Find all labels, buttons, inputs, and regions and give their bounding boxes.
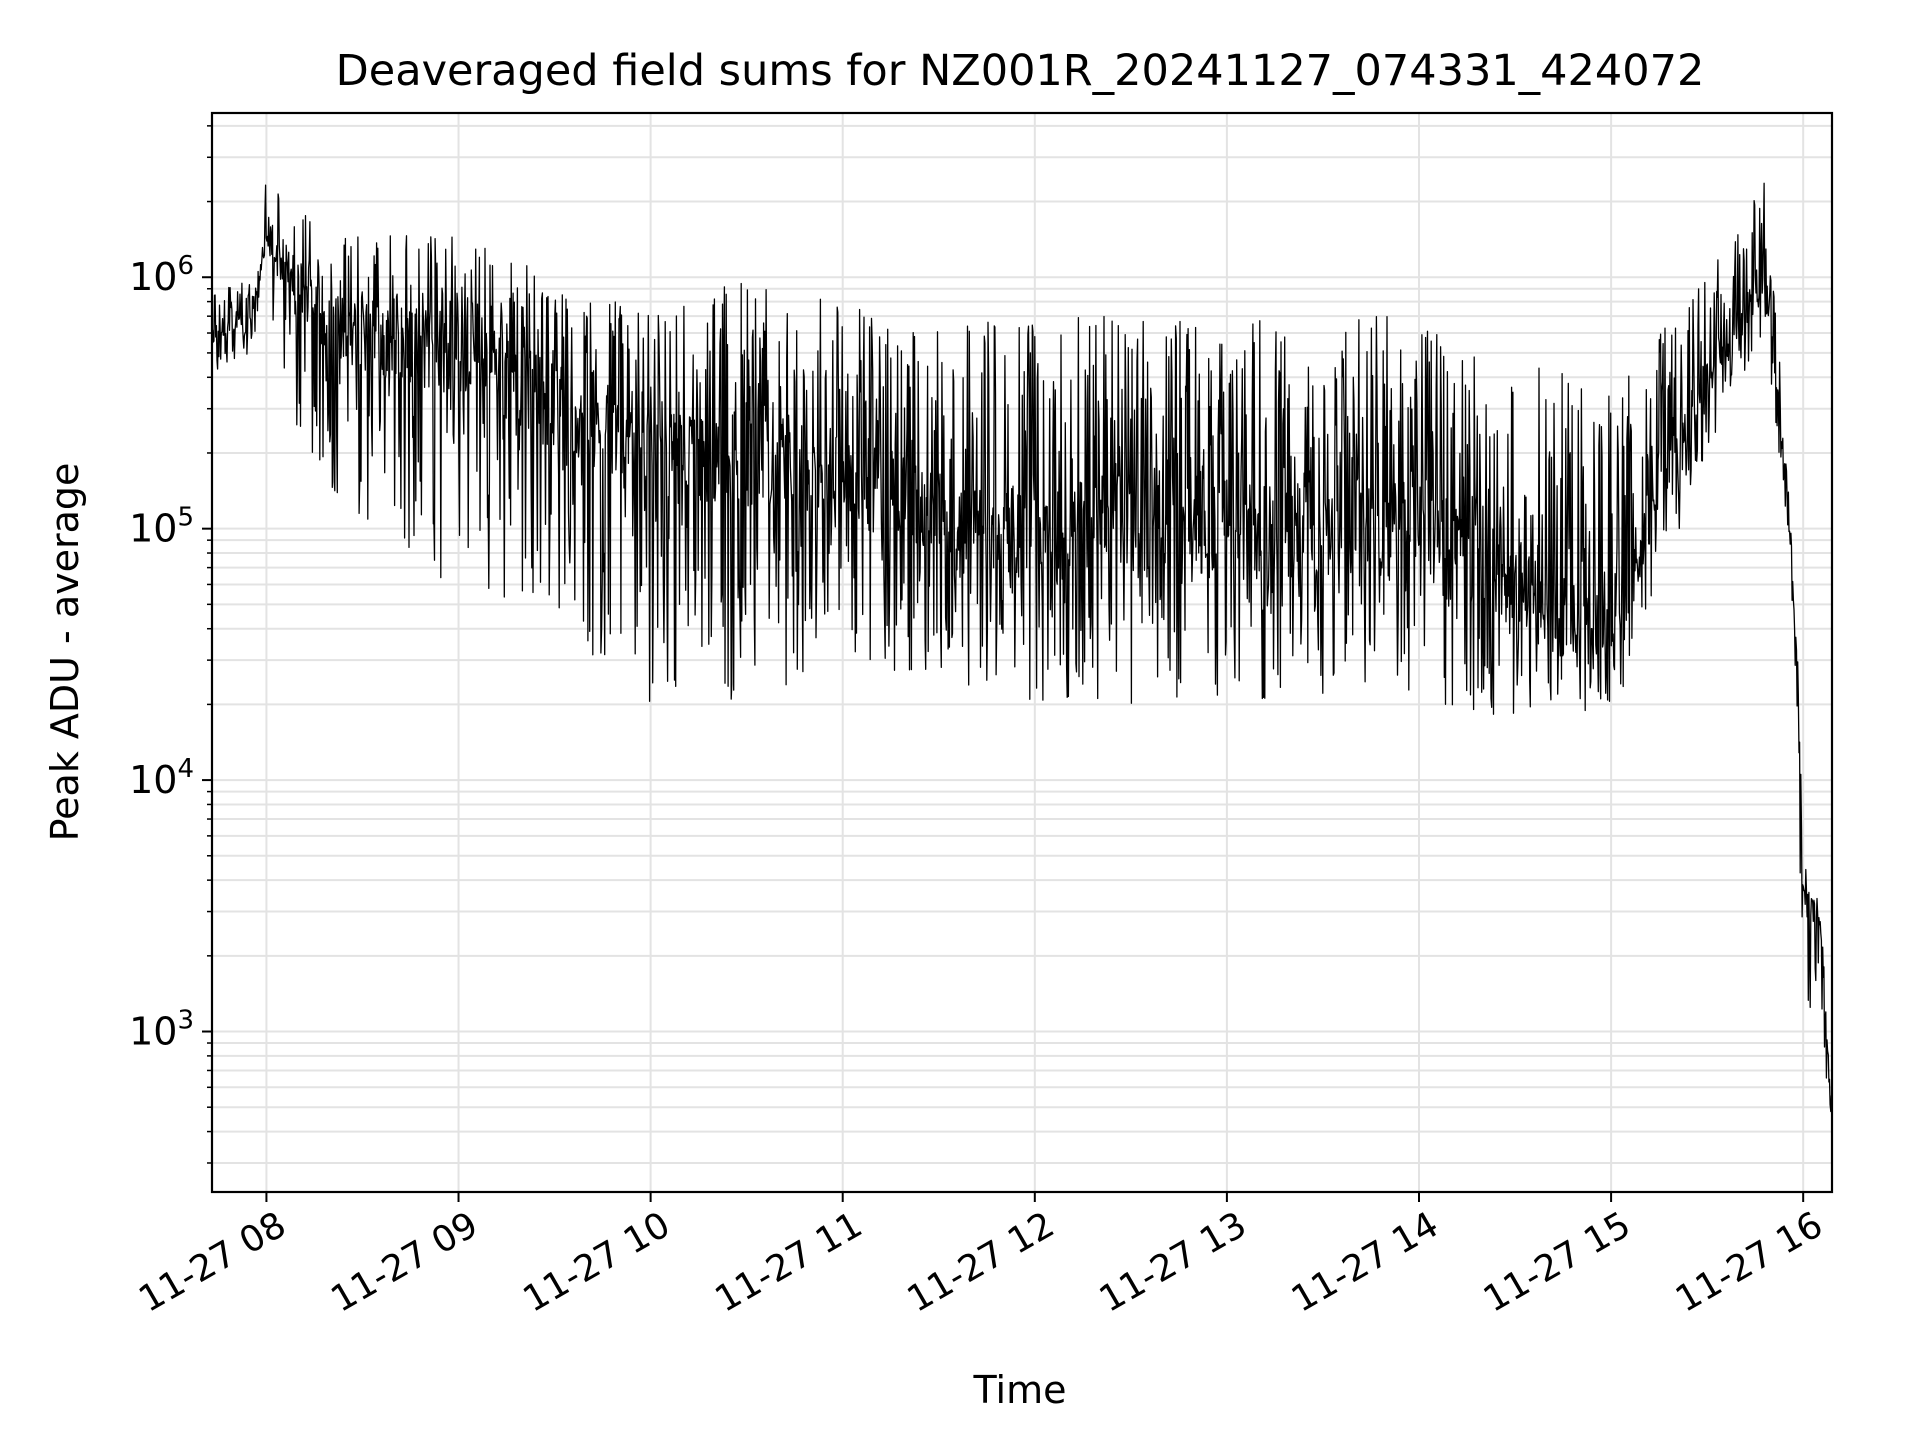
y-tick-label: 104 bbox=[129, 754, 194, 802]
series-line bbox=[211, 182, 1833, 1132]
y-ticks: 103 104 105 106 bbox=[129, 125, 212, 1164]
chart-title: Deaveraged field sums for NZ001R_2024112… bbox=[336, 46, 1705, 96]
plot-frame bbox=[210, 111, 1834, 1194]
series-group bbox=[211, 182, 1833, 1132]
y-tick-label: 105 bbox=[129, 503, 194, 551]
y-tick-label: 103 bbox=[129, 1006, 194, 1054]
x-axis-label: Time bbox=[973, 1368, 1067, 1412]
y-tick-label: 106 bbox=[129, 251, 194, 299]
y-axis-label: Peak ADU - average bbox=[43, 463, 87, 842]
